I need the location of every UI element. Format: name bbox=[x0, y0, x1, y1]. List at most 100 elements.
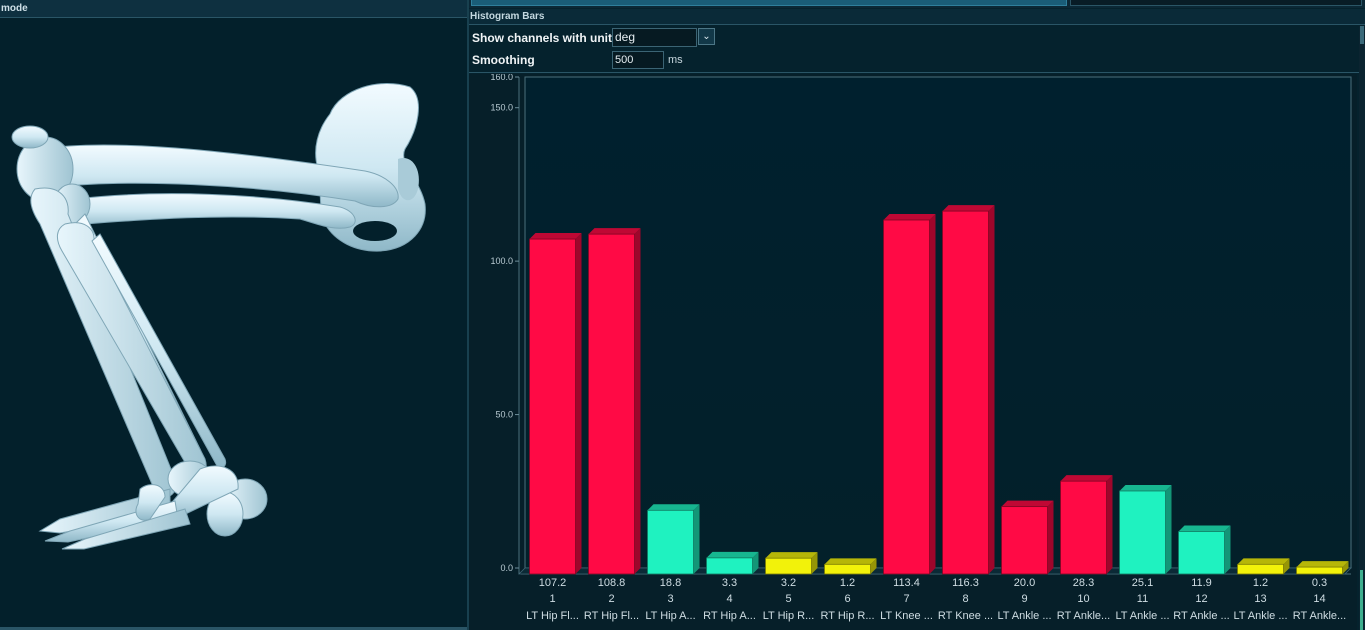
bar-value-label: 11.9 bbox=[1191, 577, 1212, 589]
bar-side bbox=[1106, 475, 1113, 574]
bar-index-label: 14 bbox=[1313, 593, 1325, 605]
bar-top bbox=[1296, 561, 1349, 568]
histogram-bar bbox=[1178, 525, 1231, 575]
skeleton-viewer-panel[interactable]: mode bbox=[0, 0, 467, 630]
bar-value-label: 0.3 bbox=[1312, 577, 1327, 589]
bar-category-label: RT Knee ... bbox=[938, 610, 993, 622]
top-tab-strip bbox=[469, 0, 1365, 8]
bar-front bbox=[706, 557, 753, 575]
bar-index-label: 8 bbox=[962, 593, 968, 605]
bar-value-label: 108.8 bbox=[598, 577, 626, 589]
scrollbar-marker bbox=[1360, 570, 1363, 630]
smoothing-label: Smoothing bbox=[472, 53, 535, 67]
bar-top bbox=[1237, 558, 1290, 565]
bar-top bbox=[529, 233, 582, 240]
bar-value-label: 28.3 bbox=[1073, 577, 1094, 589]
bar-value-label: 107.2 bbox=[539, 577, 567, 589]
histogram-bar bbox=[588, 228, 641, 575]
histogram-chart[interactable]: 0.0 50.0 100.0 150.0 160.0 107.2 1 LT Hip Fl..… bbox=[469, 74, 1357, 630]
bar-top bbox=[1060, 475, 1113, 482]
bar-side bbox=[870, 558, 877, 574]
bar-front bbox=[1178, 531, 1225, 575]
histogram-bar bbox=[1060, 475, 1113, 575]
bar-index-label: 2 bbox=[608, 593, 614, 605]
bar-side bbox=[1283, 558, 1290, 574]
viewer-bottom-edge bbox=[0, 627, 467, 630]
bar-value-label: 3.2 bbox=[781, 577, 796, 589]
bar-index-label: 4 bbox=[726, 593, 732, 605]
foot-bones bbox=[38, 460, 268, 550]
skeleton-3d-view[interactable] bbox=[0, 19, 467, 627]
bar-front bbox=[1296, 566, 1343, 575]
histogram-bar bbox=[883, 214, 936, 575]
histogram-bar bbox=[1001, 500, 1054, 575]
bar-index-label: 11 bbox=[1137, 593, 1148, 605]
bar-front bbox=[824, 563, 871, 575]
bar-top bbox=[765, 552, 818, 559]
bar-index-label: 7 bbox=[903, 593, 909, 605]
bar-value-label: 113.4 bbox=[893, 577, 920, 589]
smoothing-input[interactable]: 500 bbox=[612, 51, 664, 69]
bar-category-label: RT Ankle ... bbox=[1173, 610, 1229, 622]
bar-front bbox=[883, 219, 930, 575]
bar-front bbox=[942, 210, 989, 575]
chevron-down-icon[interactable]: ⌄ bbox=[698, 28, 715, 45]
bar-category-label: LT Hip Fl... bbox=[526, 610, 579, 622]
y-tick-label: 100.0 bbox=[490, 256, 513, 266]
bar-top bbox=[647, 504, 700, 511]
lower-leg-bones bbox=[30, 187, 227, 498]
bar-index-label: 13 bbox=[1254, 593, 1266, 605]
bar-value-label: 116.3 bbox=[952, 577, 979, 589]
histogram-bar bbox=[529, 233, 582, 575]
bar-side bbox=[752, 551, 759, 574]
scrollbar-thumb[interactable] bbox=[1360, 26, 1364, 44]
units-select[interactable]: deg bbox=[612, 28, 697, 47]
bar-index-label: 1 bbox=[549, 593, 555, 605]
bar-top bbox=[588, 228, 641, 235]
controls-separator bbox=[469, 72, 1365, 73]
units-label: Show channels with units bbox=[472, 31, 619, 45]
inactive-tab-indicator[interactable] bbox=[1070, 0, 1362, 6]
bar-category-label: LT Ankle ... bbox=[997, 610, 1051, 622]
panel-splitter[interactable] bbox=[467, 0, 469, 630]
femur-bones bbox=[39, 144, 399, 229]
bar-category-label: LT Knee ... bbox=[880, 610, 933, 622]
y-tick-label: 0.0 bbox=[500, 563, 513, 573]
active-tab-indicator[interactable] bbox=[471, 0, 1067, 6]
bar-top bbox=[1001, 500, 1054, 507]
bar-index-label: 9 bbox=[1021, 593, 1027, 605]
bar-value-label: 1.2 bbox=[840, 577, 855, 589]
smoothing-unit: ms bbox=[668, 54, 683, 66]
histogram-bar-chart[interactable]: 0.0 50.0 100.0 150.0 160.0 107.2 1 LT Hip Fl..… bbox=[469, 74, 1357, 630]
bar-side bbox=[1224, 525, 1231, 574]
bar-side bbox=[1165, 484, 1172, 574]
vertical-scrollbar[interactable] bbox=[1359, 26, 1365, 630]
bar-front bbox=[1060, 480, 1107, 575]
plot-area bbox=[524, 76, 1352, 569]
y-tick-label: 160.0 bbox=[490, 74, 513, 82]
bar-category-label: RT Hip R... bbox=[821, 610, 875, 622]
bar-category-label: LT Hip A... bbox=[645, 610, 695, 622]
bar-top bbox=[1178, 525, 1231, 532]
histogram-bar bbox=[706, 551, 759, 575]
bar-value-label: 18.8 bbox=[660, 577, 681, 589]
y-tick-label: 150.0 bbox=[490, 103, 513, 113]
bar-category-label: LT Ankle ... bbox=[1115, 610, 1169, 622]
histogram-title: Histogram Bars bbox=[469, 9, 1365, 25]
histogram-bar bbox=[1119, 484, 1172, 575]
bar-side bbox=[575, 233, 582, 574]
histogram-bar bbox=[647, 504, 700, 575]
bar-category-label: RT Ankle... bbox=[1057, 610, 1110, 622]
histogram-bar bbox=[824, 558, 877, 575]
bar-index-label: 6 bbox=[844, 593, 850, 605]
histogram-panel: Histogram Bars Show channels with units … bbox=[469, 0, 1365, 630]
bar-front bbox=[529, 238, 576, 575]
bar-index-label: 5 bbox=[785, 593, 791, 605]
bar-index-label: 12 bbox=[1195, 593, 1207, 605]
y-tick-label: 50.0 bbox=[495, 410, 513, 420]
bar-front bbox=[1119, 490, 1166, 575]
bar-top bbox=[1119, 484, 1172, 491]
viewer-title: mode bbox=[0, 0, 467, 18]
bar-value-label: 3.3 bbox=[722, 577, 737, 589]
bar-category-label: RT Hip A... bbox=[703, 610, 756, 622]
